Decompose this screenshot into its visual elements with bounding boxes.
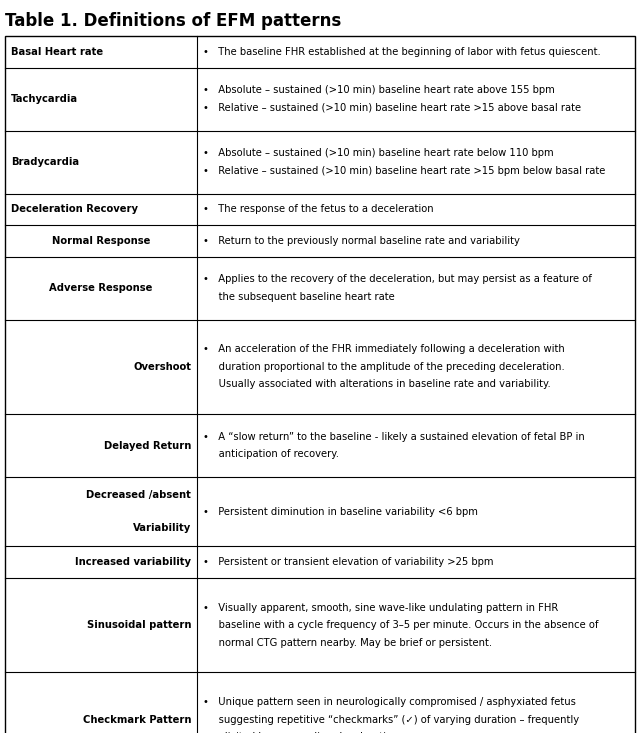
Text: •   Return to the previously normal baseline rate and variability: • Return to the previously normal baseli… (203, 236, 520, 246)
Text: •   Unique pattern seen in neurologically compromised / asphyxiated fetus: • Unique pattern seen in neurologically … (203, 697, 576, 707)
Text: Sinusoidal pattern: Sinusoidal pattern (86, 620, 191, 630)
Text: Delayed Return: Delayed Return (104, 441, 191, 451)
Text: Usually associated with alterations in baseline rate and variability.: Usually associated with alterations in b… (203, 379, 551, 389)
Text: •   A “slow return” to the baseline - likely a sustained elevation of fetal BP i: • A “slow return” to the baseline - like… (203, 432, 585, 442)
Text: Tachycardia: Tachycardia (11, 94, 78, 104)
Text: Bradycardia: Bradycardia (11, 157, 79, 167)
Text: Decreased /absent

Variability: Decreased /absent Variability (86, 490, 191, 533)
Text: Adverse Response: Adverse Response (49, 283, 153, 293)
Text: •   The baseline FHR established at the beginning of labor with fetus quiescent.: • The baseline FHR established at the be… (203, 47, 601, 56)
Text: Deceleration Recovery: Deceleration Recovery (11, 205, 138, 214)
Text: •   Persistent or transient elevation of variability >25 bpm: • Persistent or transient elevation of v… (203, 557, 493, 567)
Text: Checkmark Pattern: Checkmark Pattern (83, 715, 191, 724)
Text: •   An acceleration of the FHR immediately following a deceleration with: • An acceleration of the FHR immediately… (203, 345, 565, 354)
Text: the subsequent baseline heart rate: the subsequent baseline heart rate (203, 292, 395, 302)
Text: Normal Response: Normal Response (52, 236, 150, 246)
Text: •   Applies to the recovery of the deceleration, but may persist as a feature of: • Applies to the recovery of the deceler… (203, 274, 592, 284)
Text: suggesting repetitive “checkmarks” (✓) of varying duration – frequently: suggesting repetitive “checkmarks” (✓) o… (203, 715, 579, 724)
Text: anticipation of recovery.: anticipation of recovery. (203, 449, 339, 460)
Text: Table 1. Definitions of EFM patterns: Table 1. Definitions of EFM patterns (5, 12, 341, 30)
Text: •   Visually apparent, smooth, sine wave-like undulating pattern in FHR: • Visually apparent, smooth, sine wave-l… (203, 603, 559, 613)
Text: Basal Heart rate: Basal Heart rate (11, 47, 103, 56)
Text: •   Relative – sustained (>10 min) baseline heart rate >15 bpm below basal rate: • Relative – sustained (>10 min) baselin… (203, 166, 605, 176)
Text: •   The response of the fetus to a deceleration: • The response of the fetus to a deceler… (203, 205, 434, 214)
Text: •   Relative – sustained (>10 min) baseline heart rate >15 above basal rate: • Relative – sustained (>10 min) baselin… (203, 103, 581, 113)
Text: •   Persistent diminution in baseline variability <6 bpm: • Persistent diminution in baseline vari… (203, 507, 478, 517)
Text: •   Absolute – sustained (>10 min) baseline heart rate above 155 bpm: • Absolute – sustained (>10 min) baselin… (203, 85, 555, 95)
Text: •   Absolute – sustained (>10 min) baseline heart rate below 110 bpm: • Absolute – sustained (>10 min) baselin… (203, 148, 554, 158)
Text: normal CTG pattern nearby. May be brief or persistent.: normal CTG pattern nearby. May be brief … (203, 638, 492, 647)
Text: elicited by a preceding deceleration.: elicited by a preceding deceleration. (203, 732, 402, 733)
Text: duration proportional to the amplitude of the preceding deceleration.: duration proportional to the amplitude o… (203, 362, 565, 372)
Text: Overshoot: Overshoot (133, 362, 191, 372)
Text: Increased variability: Increased variability (75, 557, 191, 567)
Text: baseline with a cycle frequency of 3–5 per minute. Occurs in the absence of: baseline with a cycle frequency of 3–5 p… (203, 620, 598, 630)
